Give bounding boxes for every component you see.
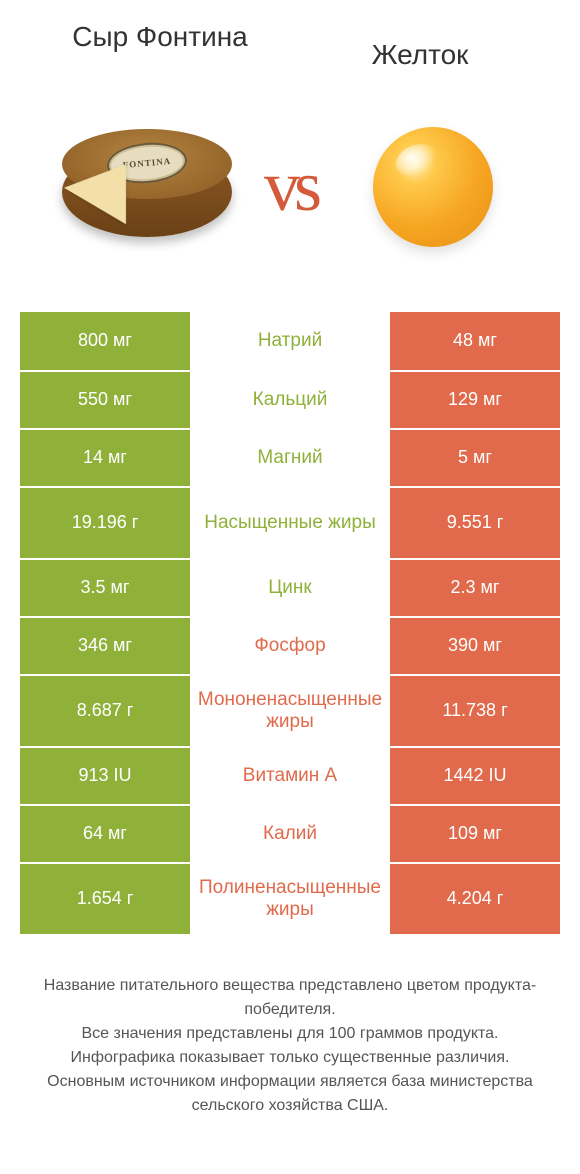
nutrient-label: Полиненасыщенные жиры <box>190 864 390 934</box>
left-value: 346 мг <box>20 618 190 674</box>
hero-row: FONTINA vs <box>0 72 580 312</box>
right-value: 1442 IU <box>390 748 560 804</box>
table-row: 19.196 гНасыщенные жиры9.551 г <box>20 486 560 558</box>
left-value: 19.196 г <box>20 488 190 558</box>
nutrient-label: Магний <box>190 430 390 486</box>
nutrient-label: Кальций <box>190 372 390 428</box>
nutrient-label: Насыщенные жиры <box>190 488 390 558</box>
right-value: 129 мг <box>390 372 560 428</box>
right-value: 48 мг <box>390 312 560 370</box>
cheese-label: FONTINA <box>122 155 171 169</box>
left-value: 3.5 мг <box>20 560 190 616</box>
left-value: 14 мг <box>20 430 190 486</box>
right-value: 9.551 г <box>390 488 560 558</box>
table-row: 550 мгКальций129 мг <box>20 370 560 428</box>
table-row: 913 IUВитамин A1442 IU <box>20 746 560 804</box>
table-row: 1.654 гПолиненасыщенные жиры4.204 г <box>20 862 560 934</box>
left-value: 550 мг <box>20 372 190 428</box>
nutrient-label: Калий <box>190 806 390 862</box>
right-value: 109 мг <box>390 806 560 862</box>
table-row: 346 мгФосфор390 мг <box>20 616 560 674</box>
right-value: 2.3 мг <box>390 560 560 616</box>
right-value: 4.204 г <box>390 864 560 934</box>
table-row: 800 мгНатрий48 мг <box>20 312 560 370</box>
nutrient-label: Фосфор <box>190 618 390 674</box>
table-row: 8.687 гМононенасыщенные жиры11.738 г <box>20 674 560 746</box>
vs-text: vs <box>264 145 316 228</box>
right-value: 5 мг <box>390 430 560 486</box>
nutrient-label: Цинк <box>190 560 390 616</box>
title-left: Сыр Фонтина <box>40 20 280 72</box>
right-value: 11.738 г <box>390 676 560 746</box>
table-row: 3.5 мгЦинк2.3 мг <box>20 558 560 616</box>
cheese-image: FONTINA <box>30 127 264 247</box>
titles-row: Сыр Фонтина Желток <box>0 0 580 72</box>
left-value: 64 мг <box>20 806 190 862</box>
nutrient-label: Мононенасыщенные жиры <box>190 676 390 746</box>
title-right: Желток <box>300 38 540 72</box>
left-value: 800 мг <box>20 312 190 370</box>
nutrient-label: Натрий <box>190 312 390 370</box>
nutrient-label: Витамин A <box>190 748 390 804</box>
comparison-table: 800 мгНатрий48 мг550 мгКальций129 мг14 м… <box>20 312 560 934</box>
table-row: 64 мгКалий109 мг <box>20 804 560 862</box>
left-value: 8.687 г <box>20 676 190 746</box>
yolk-image <box>316 127 550 247</box>
left-value: 913 IU <box>20 748 190 804</box>
comparison-infographic: Сыр Фонтина Желток FONTINA vs 800 мгНатр… <box>0 0 580 1118</box>
table-row: 14 мгМагний5 мг <box>20 428 560 486</box>
footnote: Название питательного вещества представл… <box>30 974 550 1118</box>
left-value: 1.654 г <box>20 864 190 934</box>
right-value: 390 мг <box>390 618 560 674</box>
